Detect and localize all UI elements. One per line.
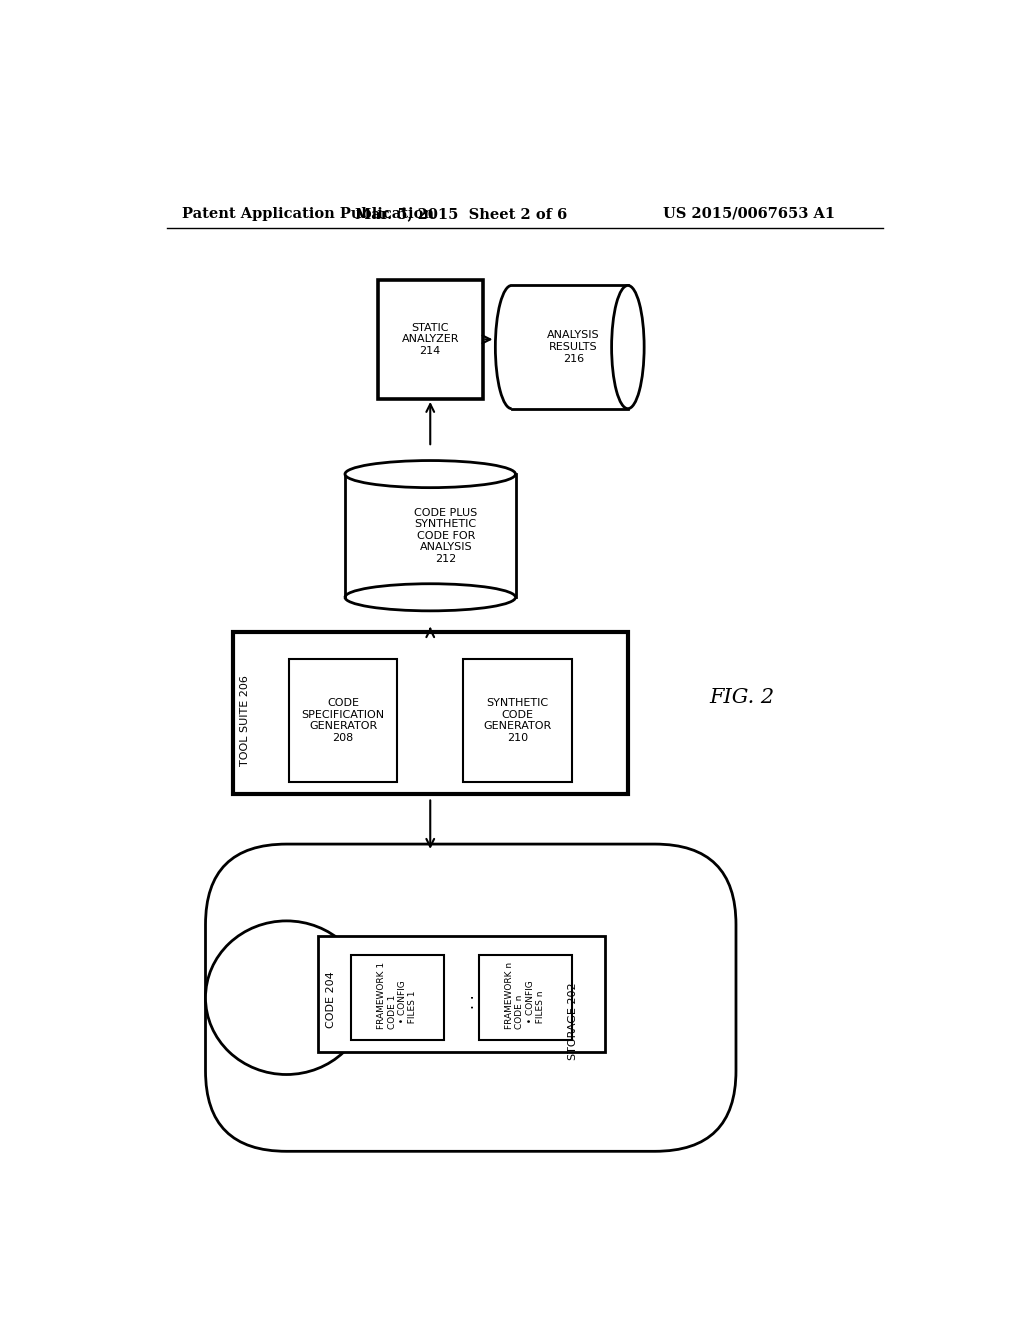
Text: Mar. 5, 2015  Sheet 2 of 6: Mar. 5, 2015 Sheet 2 of 6 (355, 207, 567, 220)
Text: STATIC
ANALYZER
214: STATIC ANALYZER 214 (401, 323, 459, 356)
Bar (289, 659, 397, 781)
Text: ANALYSIS
RESULTS
216: ANALYSIS RESULTS 216 (547, 330, 600, 363)
Bar (463, 659, 571, 781)
Text: CODE 204: CODE 204 (326, 970, 336, 1027)
Text: SYNTHETIC
CODE
GENERATOR
210: SYNTHETIC CODE GENERATOR 210 (483, 698, 552, 743)
Bar (345, 474, 515, 598)
Ellipse shape (345, 461, 515, 487)
Bar (478, 956, 571, 1040)
Text: US 2015/0067653 A1: US 2015/0067653 A1 (663, 207, 835, 220)
Bar (351, 956, 443, 1040)
Text: FRAMEWORK 1
CODE 1
  • CONFIG
  FILES 1: FRAMEWORK 1 CODE 1 • CONFIG FILES 1 (377, 961, 418, 1028)
Text: FRAMEWORK n
CODE n
  • CONFIG
  FILES n: FRAMEWORK n CODE n • CONFIG FILES n (505, 961, 546, 1028)
Text: FIG. 2: FIG. 2 (710, 688, 774, 708)
Text: TOOL SUITE 206: TOOL SUITE 206 (241, 675, 251, 766)
Bar (232, 632, 628, 793)
Bar (317, 936, 604, 1052)
Text: Patent Application Publication: Patent Application Publication (182, 207, 434, 220)
Text: CODE
SPECIFICATION
GENERATOR
208: CODE SPECIFICATION GENERATOR 208 (301, 698, 385, 743)
FancyBboxPatch shape (206, 843, 736, 1151)
Text: CODE PLUS
SYNTHETIC
CODE FOR
ANALYSIS
212: CODE PLUS SYNTHETIC CODE FOR ANALYSIS 21… (414, 507, 477, 564)
Ellipse shape (611, 285, 644, 409)
Ellipse shape (206, 921, 368, 1074)
Text: . .: . . (462, 994, 476, 1008)
Bar (512, 285, 628, 409)
Text: STORAGE 202: STORAGE 202 (568, 982, 578, 1060)
Bar (378, 280, 482, 399)
